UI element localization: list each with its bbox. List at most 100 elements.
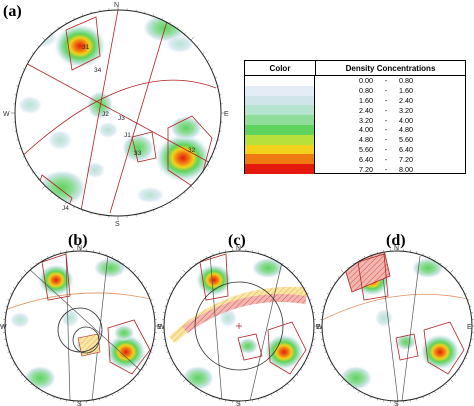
- legend-swatch: [245, 134, 315, 145]
- rim-tick: [202, 171, 205, 174]
- legend-range-separator: -: [384, 86, 388, 96]
- legend-header-color: Color: [245, 61, 316, 75]
- rim-tick: [132, 269, 137, 274]
- rim-tick: [449, 269, 454, 274]
- rim-tick: [42, 185, 46, 189]
- legend-range-high: 3.20: [399, 105, 413, 115]
- legend-range: 5.60 - 6.40: [315, 145, 465, 154]
- rim-tick: [57, 26, 60, 29]
- rim-tick: [469, 305, 472, 307]
- rim-tick: [434, 390, 436, 393]
- rim-tick: [42, 37, 46, 41]
- legend-range-low: 7.20: [359, 164, 373, 174]
- rim-tick: [50, 191, 52, 194]
- compass-n-c: N: [236, 245, 241, 252]
- rim-tick: [65, 202, 67, 205]
- rim-ticks: [1, 247, 159, 405]
- legend-range-separator: -: [384, 144, 388, 154]
- rim-tick: [281, 262, 284, 265]
- rim-tick: [439, 387, 442, 390]
- rim-tick: [152, 305, 155, 307]
- rim-tick: [150, 299, 153, 301]
- rim-tick: [212, 253, 214, 256]
- rim-tick: [132, 378, 137, 383]
- rim-tick: [111, 393, 113, 396]
- rim-tick: [117, 390, 119, 393]
- set-label-33: 33: [134, 150, 142, 157]
- rim-tick: [7, 299, 10, 301]
- rim-tick: [194, 262, 197, 265]
- legend-range-high: 7.20: [399, 154, 413, 164]
- rim-tick: [37, 45, 40, 47]
- legend-row: 0.00 - 0.80: [245, 76, 465, 86]
- rim-tick: [352, 387, 355, 390]
- rim-tick: [454, 374, 457, 376]
- rim-tick: [303, 363, 306, 365]
- rim-tick: [166, 351, 169, 353]
- rim-tick: [322, 305, 325, 307]
- rim-tick: [364, 393, 366, 396]
- panel-label-b: (b): [68, 232, 88, 249]
- compass-s-a: S: [115, 221, 120, 228]
- rim-tick: [218, 251, 220, 254]
- compass-n-a: N: [114, 2, 119, 9]
- daylight-envelope-b: [72, 326, 100, 354]
- rim-ticks: [160, 247, 318, 405]
- rim-tick: [144, 212, 146, 215]
- rim-tick: [327, 293, 330, 295]
- legend-range-high: 2.40: [399, 95, 413, 105]
- rim-tick: [287, 383, 289, 386]
- legend-range-high: 5.60: [399, 135, 413, 145]
- legend-range-separator: -: [384, 125, 388, 135]
- rim-tick: [309, 299, 312, 301]
- rim-tick: [20, 276, 23, 278]
- rim-tick: [300, 368, 303, 371]
- stereonet-b: (b) N S E W: [0, 232, 162, 406]
- rim-tick: [358, 259, 360, 262]
- compass-n-d: N: [394, 245, 399, 252]
- rim-tick: [164, 305, 167, 307]
- rim-tick: [358, 390, 360, 393]
- panel-label-c: (c): [228, 232, 246, 249]
- rim-tick: [376, 398, 378, 401]
- rim-tick: [416, 251, 418, 254]
- center-cross-c: [236, 323, 242, 329]
- compass-e-b: E: [157, 324, 162, 331]
- density-legend: Color Density Concentrations 0.00-0.80 0.…: [244, 60, 466, 174]
- rim-tick: [454, 276, 457, 278]
- density-contours-c: [168, 253, 311, 401]
- rim-tick: [218, 398, 220, 401]
- stereonet-c: (c) N S E W: [158, 232, 321, 406]
- rim-tick: [190, 185, 194, 189]
- rim-tick: [306, 293, 309, 295]
- rim-tick: [200, 390, 202, 393]
- rim-tick: [105, 253, 107, 256]
- rim-tick: [309, 351, 312, 353]
- rim-tick: [5, 345, 8, 347]
- legend-range-low: 0.00: [359, 76, 373, 86]
- rim-tick: [270, 393, 272, 396]
- rim-tick: [458, 368, 461, 371]
- legend-range-separator: -: [384, 135, 388, 145]
- compass-w-d: W: [316, 324, 323, 331]
- legend-range-low: 3.20: [359, 115, 373, 125]
- rim-tick: [352, 262, 355, 265]
- rim-tick: [122, 387, 125, 390]
- compass-e-c: E: [316, 324, 321, 331]
- legend-swatch: [245, 164, 315, 174]
- rim-tick: [311, 305, 314, 307]
- rim-tick: [30, 383, 32, 386]
- rim-tick: [337, 374, 340, 376]
- legend-swatch: [245, 85, 315, 96]
- rim-tick: [196, 45, 199, 47]
- rim-tick: [214, 76, 217, 79]
- rim-tick: [327, 357, 330, 359]
- rim-tick: [324, 299, 327, 301]
- rim-tick: [169, 293, 172, 295]
- rim-tick: [333, 281, 336, 284]
- rim-tick: [202, 52, 205, 55]
- rim-tick: [20, 374, 23, 376]
- rim-tick: [111, 256, 113, 259]
- rim-tick: [445, 266, 447, 269]
- rim-tick: [340, 269, 345, 274]
